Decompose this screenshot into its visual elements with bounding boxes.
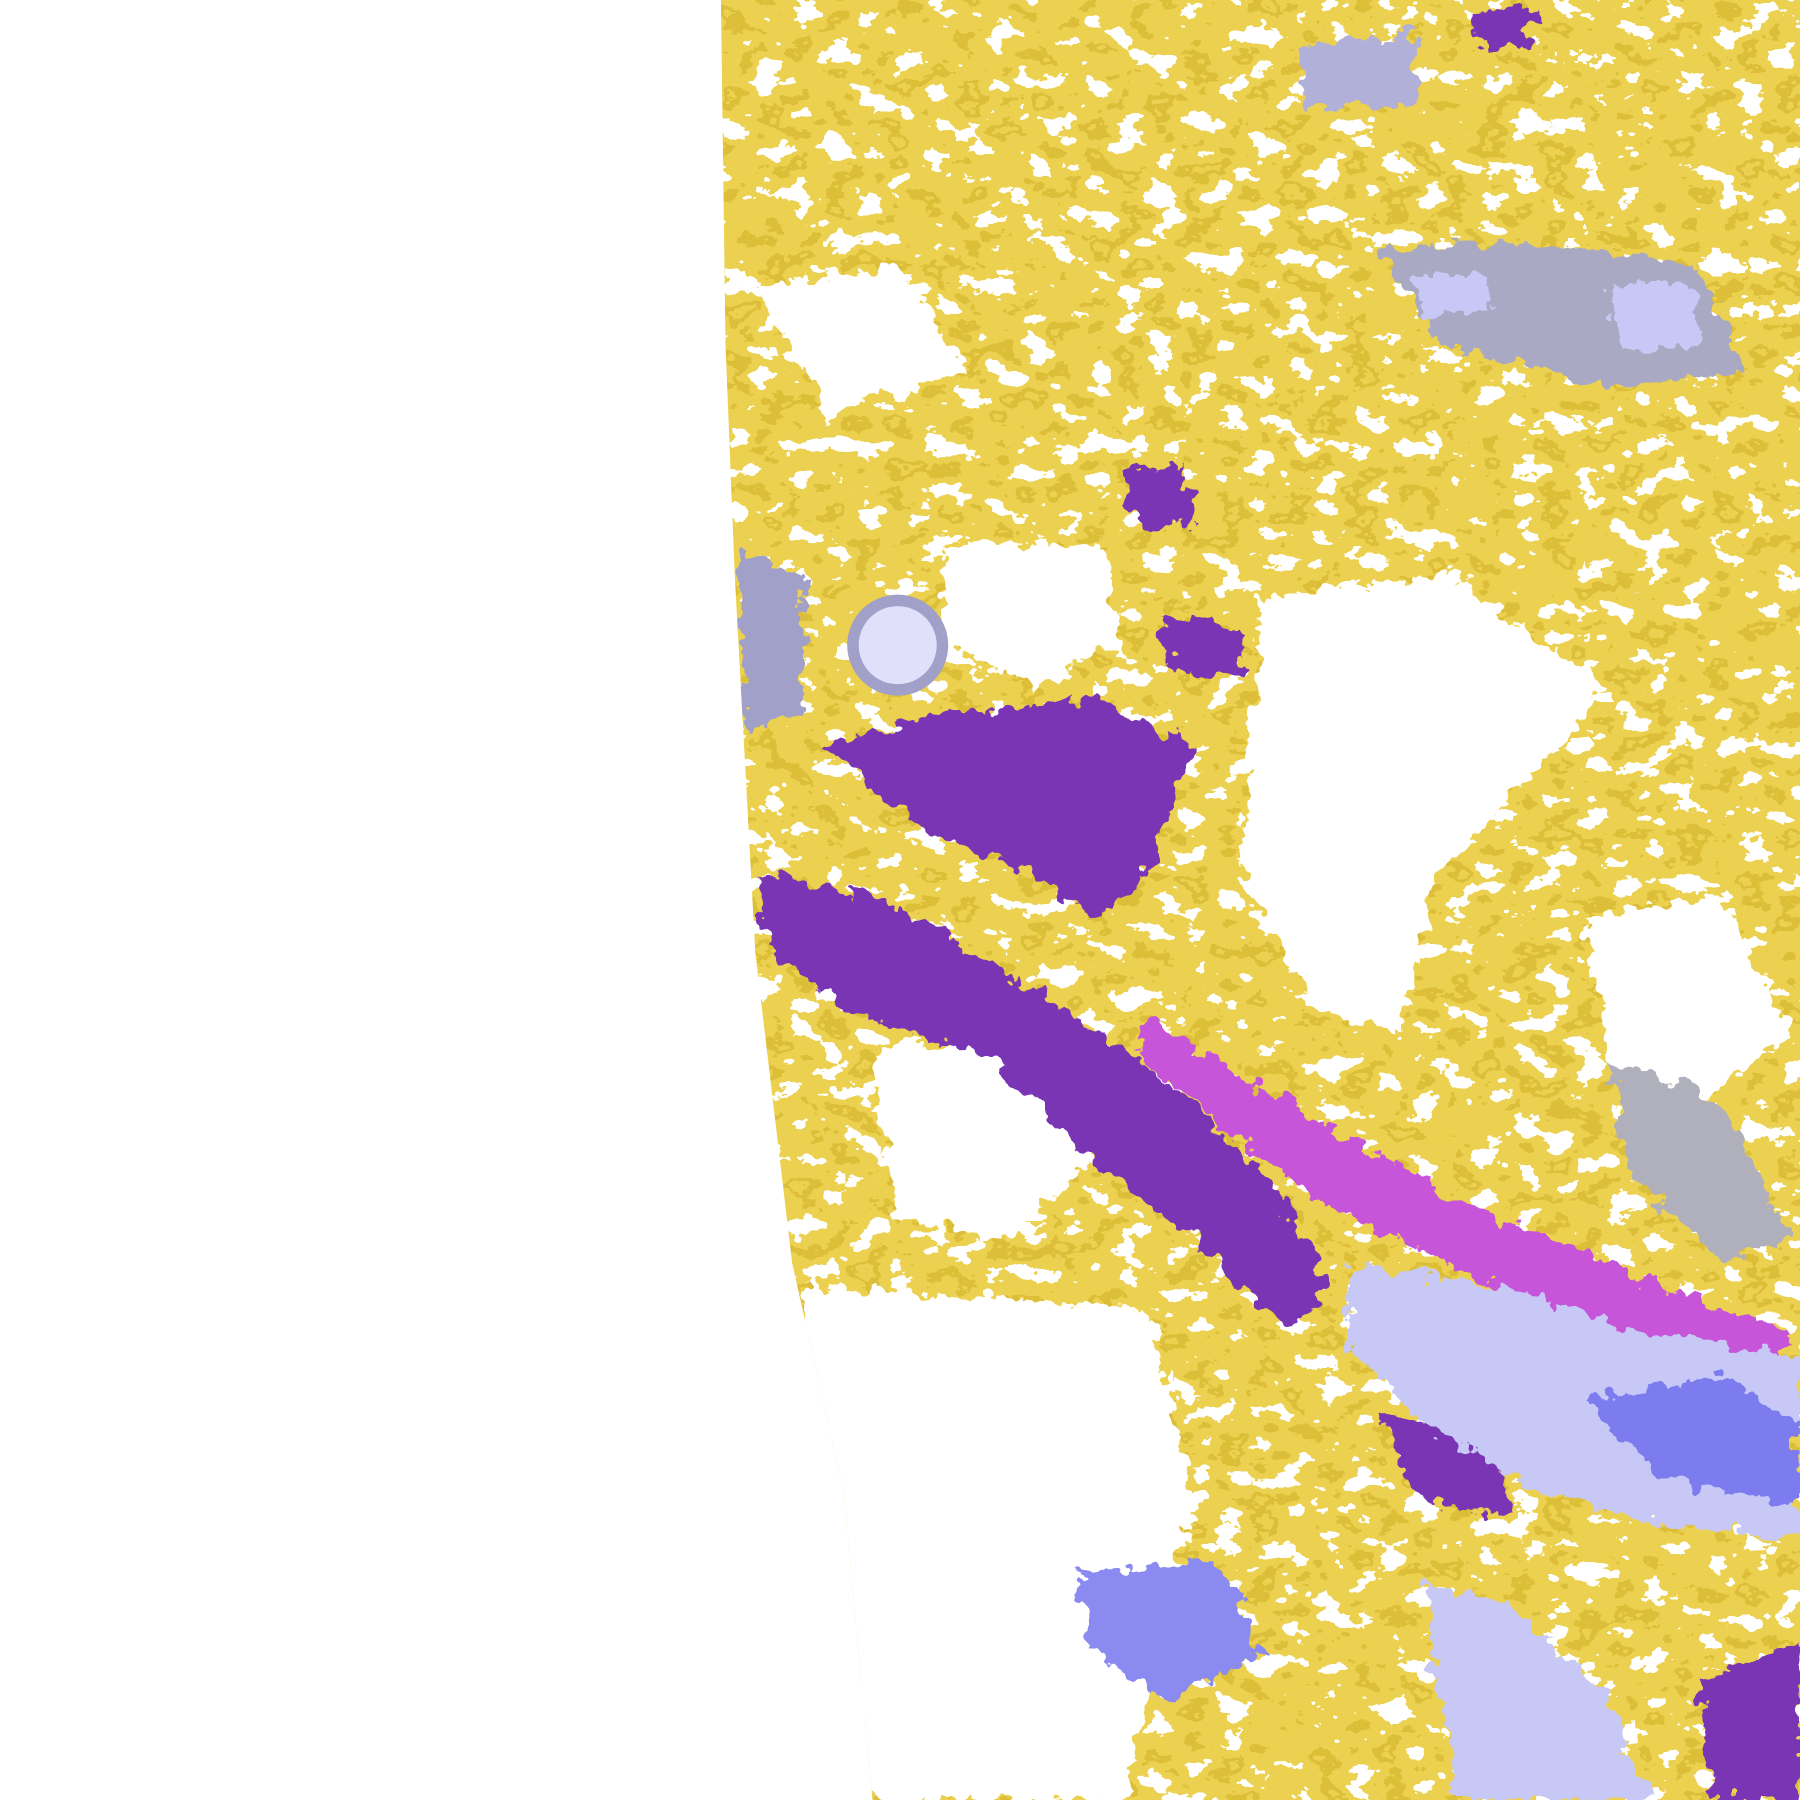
cloud-lavender — [858, 606, 937, 685]
clear-area — [757, 264, 965, 414]
cloud-gray — [1297, 34, 1424, 110]
cloud-purple — [1377, 1411, 1516, 1516]
cloud-purple — [1698, 1641, 1800, 1800]
clear-area — [803, 1285, 1194, 1800]
cloud-purple — [826, 700, 1194, 919]
cloud-purple — [1469, 5, 1539, 52]
cloud-magenta — [1136, 1021, 1791, 1378]
clear-area — [1584, 895, 1791, 1103]
cloud-lavender — [1411, 269, 1493, 316]
cloud-periwinkle — [1079, 1561, 1263, 1699]
cloud-lavender — [1607, 281, 1699, 351]
cloud-gray — [1607, 1056, 1791, 1263]
clear-area — [1239, 573, 1608, 1034]
cloud-purple — [757, 872, 1332, 1332]
swath — [720, 0, 1800, 1800]
clear-area — [941, 539, 1125, 689]
cloud-lavender — [1423, 1584, 1654, 1800]
cloud-classes — [734, 5, 1800, 1800]
cloud-gray — [734, 551, 804, 735]
cloud-periwinkle — [1584, 1377, 1800, 1504]
cloud-purple — [1159, 619, 1246, 678]
cloud-purple — [1119, 464, 1194, 529]
